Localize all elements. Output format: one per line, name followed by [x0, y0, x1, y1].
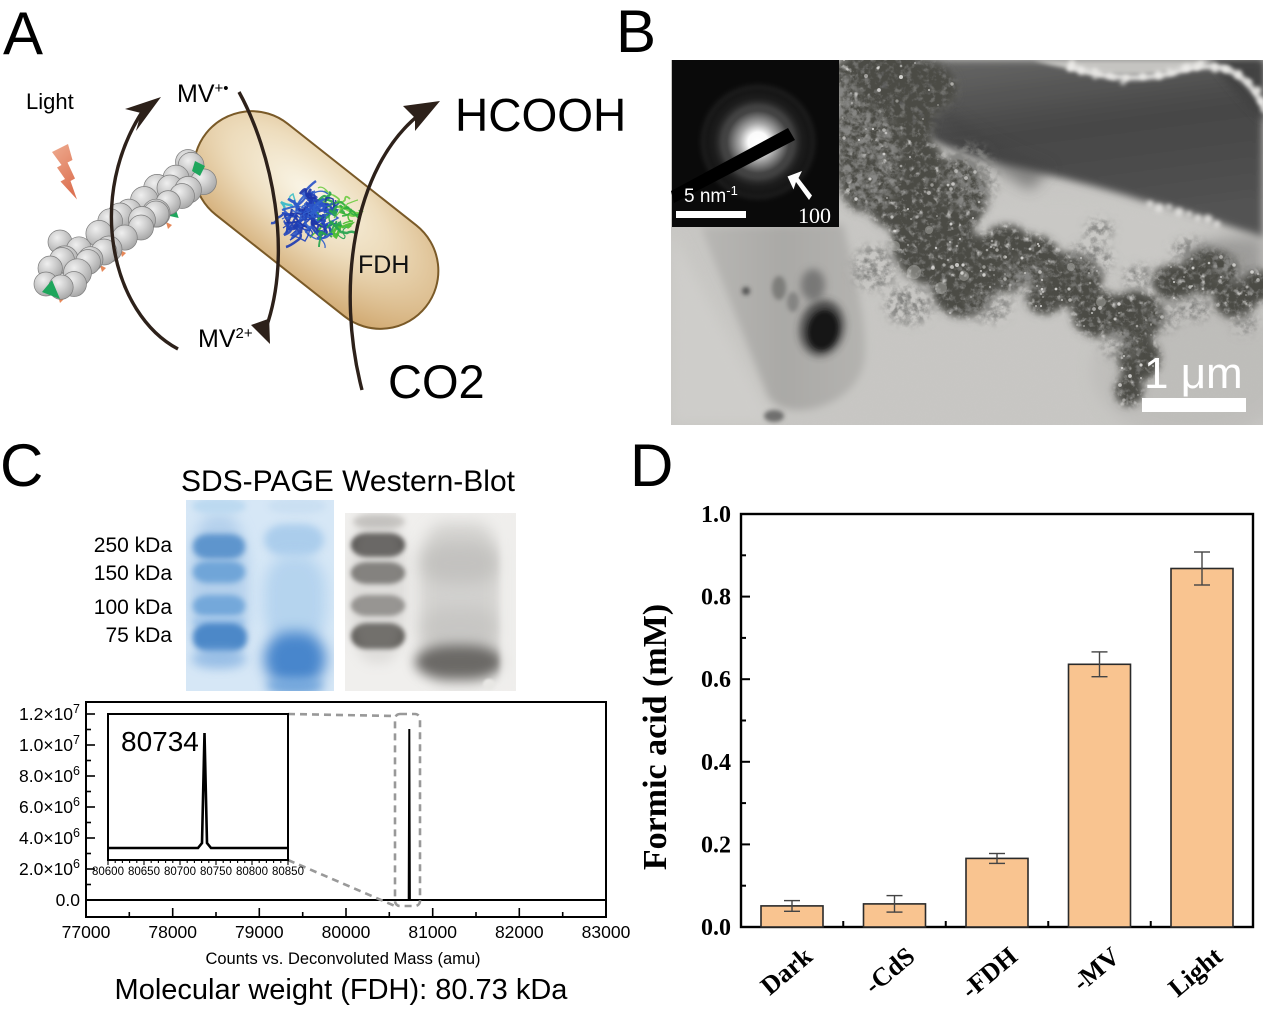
svg-text:CO2: CO2: [388, 355, 485, 408]
svg-text:80000: 80000: [322, 922, 371, 942]
svg-text:8.0×106: 8.0×106: [19, 764, 80, 786]
svg-text:79000: 79000: [235, 922, 284, 942]
svg-text:0.4: 0.4: [701, 750, 731, 776]
svg-text:MV2+: MV2+: [198, 325, 253, 353]
svg-text:80750: 80750: [200, 866, 232, 878]
svg-text:78000: 78000: [148, 922, 197, 942]
svg-text:-FDH: -FDH: [956, 941, 1023, 1004]
svg-text:80850: 80850: [272, 866, 304, 878]
svg-text:81000: 81000: [408, 922, 457, 942]
svg-text:FDH: FDH: [358, 251, 409, 279]
svg-text:0.6: 0.6: [701, 667, 731, 693]
svg-text:Light: Light: [26, 89, 74, 114]
svg-text:1.2×107: 1.2×107: [19, 702, 80, 724]
svg-text:100: 100: [798, 203, 831, 228]
svg-text:HCOOH: HCOOH: [455, 89, 626, 141]
svg-text:Formic acid (mM): Formic acid (mM): [637, 604, 674, 870]
svg-text:80600: 80600: [92, 866, 124, 878]
svg-text:80800: 80800: [236, 866, 268, 878]
svg-text:1 μm: 1 μm: [1144, 349, 1243, 398]
svg-text:1.0: 1.0: [701, 502, 731, 528]
svg-text:0.2: 0.2: [701, 832, 731, 858]
svg-text:80650: 80650: [128, 866, 160, 878]
svg-text:2.0×106: 2.0×106: [19, 857, 80, 879]
svg-text:80734: 80734: [121, 726, 199, 757]
svg-text:80700: 80700: [164, 866, 196, 878]
svg-text:-MV: -MV: [1067, 941, 1126, 997]
svg-text:0.0: 0.0: [701, 915, 731, 941]
svg-text:Light: Light: [1163, 941, 1228, 1002]
svg-text:0.8: 0.8: [701, 585, 731, 611]
svg-text:Dark: Dark: [755, 941, 818, 1001]
svg-text:82000: 82000: [495, 922, 544, 942]
svg-text:MV+•: MV+•: [177, 80, 229, 108]
svg-text:0.0: 0.0: [56, 890, 81, 910]
svg-text:6.0×106: 6.0×106: [19, 795, 80, 817]
svg-text:4.0×106: 4.0×106: [19, 826, 80, 848]
svg-text:83000: 83000: [582, 922, 631, 942]
svg-text:1.0×107: 1.0×107: [19, 733, 80, 755]
svg-text:-CdS: -CdS: [859, 941, 921, 999]
svg-text:77000: 77000: [62, 922, 111, 942]
